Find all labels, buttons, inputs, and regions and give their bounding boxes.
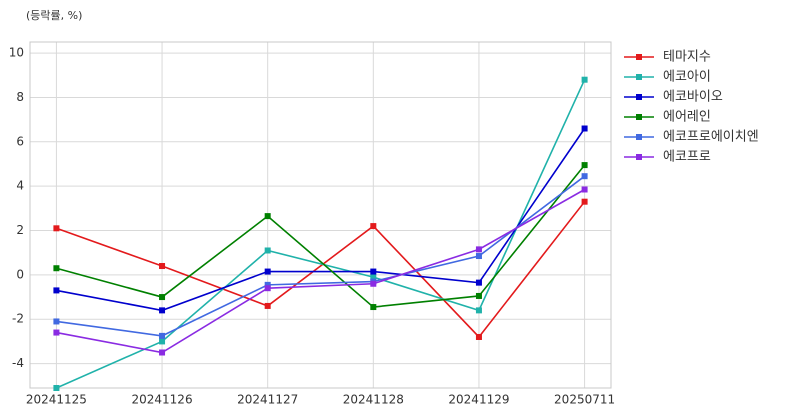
y-tick-label: 4 [16,179,24,193]
point [370,304,377,311]
x-tick-label: 20241127 [237,393,298,407]
series-line [56,201,586,339]
y-tick-label: 0 [16,267,24,281]
point [159,332,166,339]
legend-marker [636,54,642,60]
point [370,274,377,281]
point [159,338,166,345]
point [581,198,588,205]
legend-label: 에어레인 [663,110,711,125]
point [581,173,588,180]
point [53,329,60,336]
point [264,285,271,292]
point [264,281,271,288]
point [159,307,166,314]
point [53,225,60,232]
y-tick-label: 2 [16,223,24,237]
point [475,246,482,253]
point [159,349,166,356]
x-tick-label: 20241129 [448,393,509,407]
point [475,292,482,299]
legend-marker [636,74,642,80]
series-line [56,188,585,354]
legend-label: 에코아이 [663,70,711,85]
point [264,247,271,254]
point [475,307,482,314]
legend-marker [636,154,642,160]
series-line [56,175,586,337]
legend-marker [636,114,642,120]
legend-label: 에코프로에이치엔 [663,130,759,145]
point [370,280,377,287]
point [264,213,271,220]
point [475,279,482,286]
point [159,294,166,301]
point [581,186,588,193]
x-tick-label: 20241125 [26,393,87,407]
legend-label: 에코프로 [663,150,711,165]
point [159,263,166,270]
point [475,333,482,340]
y-tick-label: 8 [16,90,24,104]
point [370,268,377,275]
point [53,265,60,272]
point [264,302,271,309]
legend-label: 테마지수 [663,50,711,65]
plot-frame [29,41,612,389]
x-tick-label: 20250711 [554,393,615,407]
y-tick-label: -4 [12,356,24,370]
legend-label: 에코바이오 [663,90,723,105]
point [581,162,588,169]
series-line [56,164,586,308]
point [475,253,482,260]
point [53,287,60,294]
legend-marker [636,134,642,140]
x-tick-label: 20241126 [132,393,193,407]
point [581,125,588,132]
y-axis-label: (등락률, %) [26,9,82,22]
point [53,318,60,325]
point [370,223,377,230]
y-tick-label: 10 [9,46,24,60]
y-tick-label: 6 [16,134,24,148]
y-tick-label: -2 [12,312,24,326]
legend-marker [636,94,642,100]
x-tick-label: 20241128 [343,393,404,407]
point [53,385,60,391]
point [264,268,271,275]
series-line [56,128,586,312]
point [581,76,588,83]
